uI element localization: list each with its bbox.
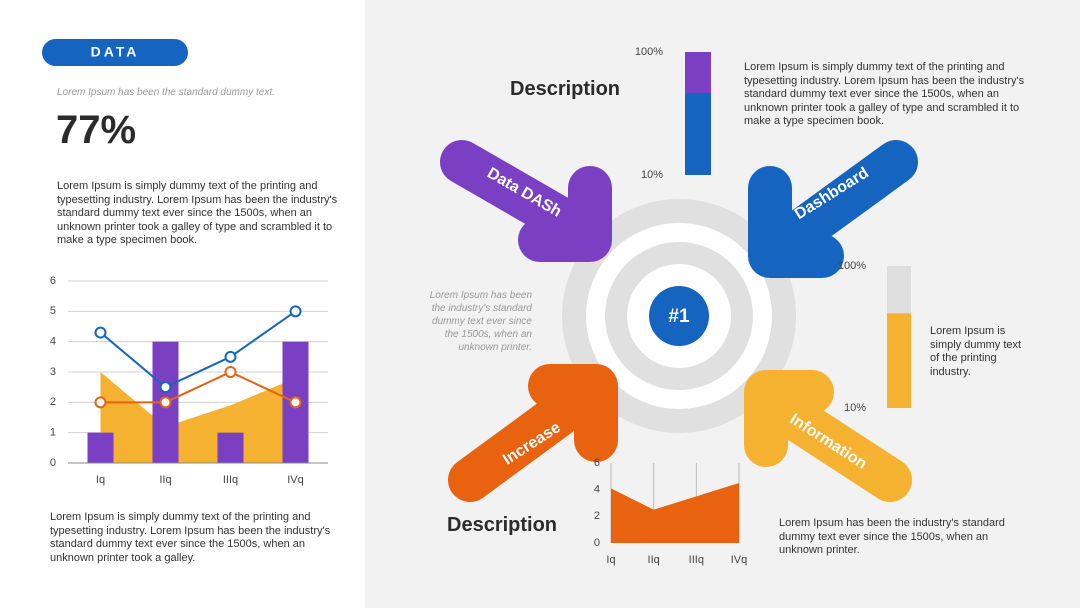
paragraph: Lorem Ipsum is simply dummy text of the … — [57, 180, 338, 246]
paragraph: Lorem Ipsum is simply dummy text of the … — [744, 61, 1025, 127]
y-tick-label: 5 — [50, 305, 56, 317]
badge-text: DATA — [91, 44, 140, 60]
bar-segment — [685, 52, 711, 93]
description-heading: Description — [447, 514, 558, 536]
area — [100, 372, 296, 463]
point — [224, 366, 237, 378]
y-tick-label: 100% — [635, 46, 663, 58]
arrow — [744, 370, 912, 502]
y-tick-label: 10% — [844, 402, 866, 414]
y-tick-label: 6 — [594, 457, 600, 469]
y-tick-label: 1 — [50, 427, 56, 439]
point — [289, 305, 302, 318]
point — [159, 381, 172, 394]
y-tick-label: 4 — [50, 336, 56, 348]
arrow — [448, 364, 618, 502]
y-tick-label: 2 — [594, 510, 600, 522]
paragraph: Lorem Ipsum is simply dummy text of the … — [50, 511, 331, 564]
x-tick-label: IIq — [648, 554, 660, 566]
line — [100, 370, 296, 404]
paragraph: Lorem Ipsum is simply dummy text of the … — [930, 325, 1022, 378]
note: Lorem Ipsum has been the industry's stan… — [429, 290, 532, 353]
point — [289, 396, 302, 409]
point — [94, 396, 107, 409]
bar-segment — [887, 313, 911, 408]
y-tick-label: 4 — [594, 484, 600, 496]
left-panel — [0, 0, 365, 608]
y-tick-label: 10% — [641, 169, 663, 181]
point — [224, 350, 237, 363]
area — [611, 483, 739, 543]
paragraph: Lorem Ipsum has been the industry's stan… — [779, 517, 1005, 556]
bar — [217, 432, 244, 463]
center-label: #1 — [668, 306, 690, 327]
subtitle: Lorem Ipsum has been the standard dummy … — [57, 87, 275, 98]
x-tick-label: IIIq — [223, 474, 238, 486]
x-tick-label: IIq — [159, 474, 171, 486]
arrow — [748, 140, 918, 278]
y-tick-label: 0 — [50, 457, 56, 469]
target-center — [649, 286, 709, 346]
x-tick-label: IVq — [287, 474, 304, 486]
x-tick-label: Iq — [96, 474, 105, 486]
arrows — [440, 140, 918, 502]
description-heading: Description — [510, 78, 621, 100]
bar — [87, 432, 114, 463]
x-tick-label: Iq — [606, 554, 615, 566]
badge — [42, 39, 188, 66]
point — [159, 396, 172, 409]
y-tick-label: 3 — [50, 366, 56, 378]
line — [99, 310, 297, 389]
point — [94, 326, 107, 339]
y-tick-label: 6 — [50, 275, 56, 287]
x-tick-label: IIIq — [689, 554, 704, 566]
stat: 77% — [56, 108, 137, 152]
y-tick-label: 100% — [838, 260, 866, 272]
y-tick-label: 0 — [594, 537, 600, 549]
x-tick-label: IVq — [731, 554, 748, 566]
y-tick-label: 2 — [50, 396, 56, 408]
bar-segment — [685, 93, 711, 175]
arrow — [440, 140, 612, 262]
